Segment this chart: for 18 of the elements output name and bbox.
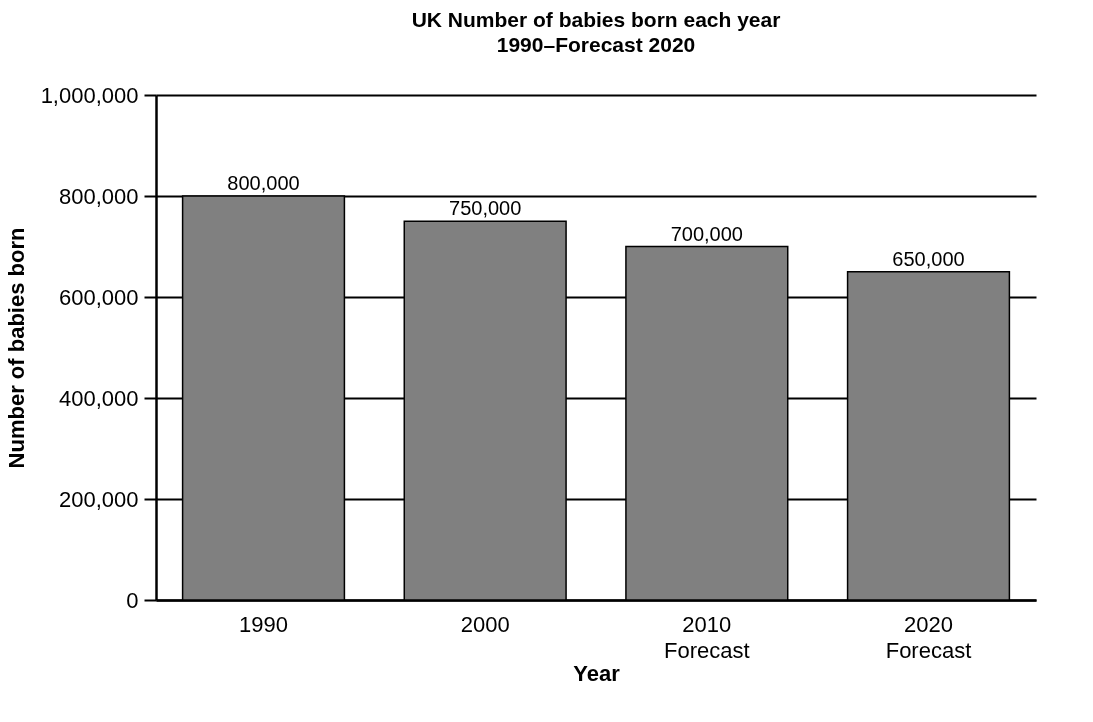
data-label: 700,000 <box>670 222 743 245</box>
y-axis-title: Number of babies born <box>3 227 29 469</box>
data-label: 800,000 <box>227 172 300 194</box>
x-tick-label: 1990 <box>239 611 288 637</box>
x-tick-label: 2010 Forecast <box>664 611 750 663</box>
y-tick-label: 400,000 <box>58 385 139 411</box>
data-label: 750,000 <box>449 197 522 220</box>
y-tick-label: 600,000 <box>58 284 139 310</box>
y-tick-label: 200,000 <box>58 486 139 512</box>
x-tick-label: 2000 <box>460 611 510 637</box>
y-tick-label: 0 <box>126 587 139 613</box>
x-tick-label: 2020 Forecast <box>885 611 972 663</box>
x-axis-title: Year <box>573 660 621 686</box>
y-tick-label: 800,000 <box>58 183 139 209</box>
chart-title: UK Number of babies born each year <box>411 8 781 31</box>
y-tick-label: 1,000,000 <box>40 82 139 108</box>
data-label: 650,000 <box>892 247 965 270</box>
chart-subtitle: 1990–Forecast 2020 <box>496 33 696 56</box>
